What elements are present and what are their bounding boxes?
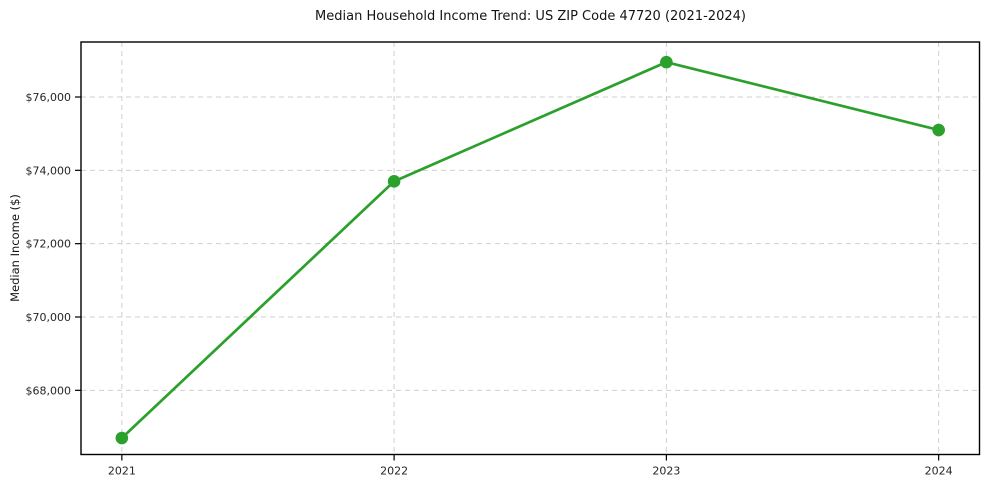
series-line bbox=[115, 55, 945, 445]
y-tick-label: $74,000 bbox=[26, 164, 72, 177]
y-tick-label: $72,000 bbox=[26, 238, 72, 251]
x-tick-label: 2022 bbox=[380, 465, 408, 478]
x-tick-label: 2021 bbox=[108, 465, 136, 478]
y-tick-label: $76,000 bbox=[26, 91, 72, 104]
data-point bbox=[660, 55, 673, 69]
y-tick-label: $68,000 bbox=[26, 384, 72, 397]
gridlines bbox=[81, 42, 980, 455]
tick-labels: $68,000 $70,000 $72,000 $74,000 $76,000 2021 2… bbox=[26, 91, 953, 478]
trend-line bbox=[120, 60, 941, 440]
data-point bbox=[115, 431, 129, 445]
data-point bbox=[932, 123, 945, 137]
x-tick-label: 2023 bbox=[652, 465, 680, 478]
data-point bbox=[387, 175, 401, 188]
x-tick-label: 2024 bbox=[925, 465, 953, 478]
axis-ticks bbox=[75, 96, 940, 461]
chart-title: Median Household Income Trend: US ZIP Co… bbox=[315, 9, 746, 24]
plot-border bbox=[80, 41, 981, 456]
y-tick-label: $70,000 bbox=[26, 311, 72, 324]
